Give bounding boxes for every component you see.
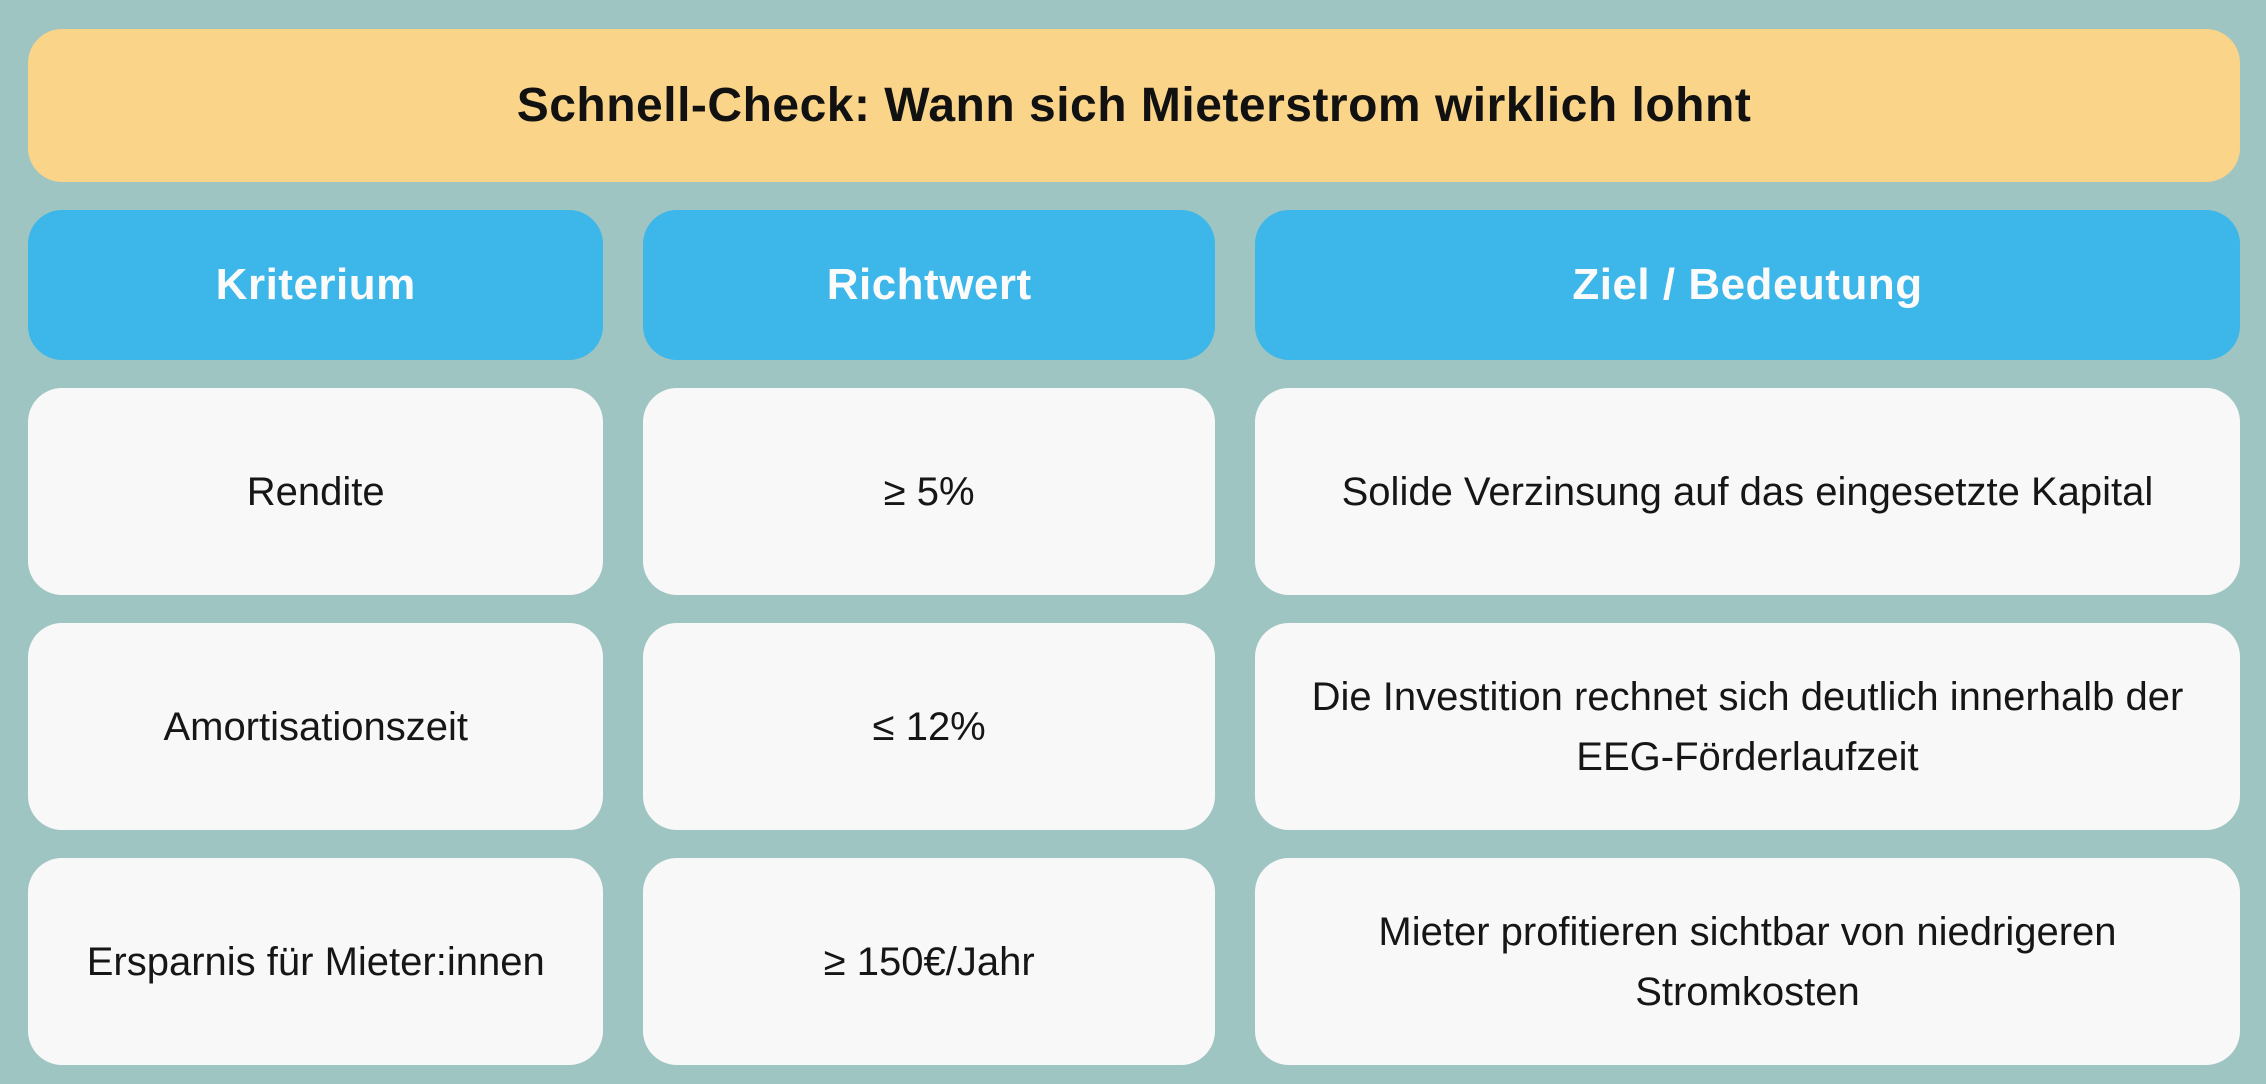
cell-text: Ersparnis für Mieter:innen	[86, 939, 545, 984]
column-header-label: Kriterium	[215, 260, 416, 309]
table-cell-amortisationszeit: Amortisationszeit	[28, 623, 604, 830]
table-cell-ersparnis-richtwert: ≥ 150€/Jahr	[643, 858, 1215, 1065]
cell-text: Mieter profitieren sichtbar von niedrige…	[1378, 909, 2117, 1014]
table-cell-rendite-ziel: Solide Verzinsung auf das eingesetzte Ka…	[1254, 388, 2240, 595]
table-cell-ersparnis: Ersparnis für Mieter:innen	[28, 858, 604, 1065]
column-header-label: Richtwert	[826, 260, 1032, 309]
column-header-ziel-bedeutung: Ziel / Bedeutung	[1254, 210, 2240, 360]
column-header-kriterium: Kriterium	[28, 210, 604, 360]
cell-text: ≤ 12%	[872, 704, 986, 749]
cell-text: Rendite	[246, 469, 385, 514]
table-cell-amortisationszeit-richtwert: ≤ 12%	[643, 623, 1215, 830]
title-banner: Schnell-Check: Wann sich Mieterstrom wir…	[28, 29, 2240, 182]
column-header-richtwert: Richtwert	[643, 210, 1215, 360]
cell-text: ≥ 150€/Jahr	[823, 939, 1035, 984]
cell-text: ≥ 5%	[883, 469, 975, 514]
cell-text: Solide Verzinsung auf das eingesetzte Ka…	[1341, 469, 2154, 514]
cell-text: Amortisationszeit	[163, 704, 468, 749]
column-header-label: Ziel / Bedeutung	[1572, 260, 1923, 309]
page-title: Schnell-Check: Wann sich Mieterstrom wir…	[516, 79, 1752, 132]
criteria-table: Kriterium Richtwert Ziel / Bedeutung Ren…	[28, 210, 2240, 1065]
table-cell-ersparnis-ziel: Mieter profitieren sichtbar von niedrige…	[1254, 858, 2240, 1065]
table-cell-amortisationszeit-ziel: Die Investition rechnet sich deutlich in…	[1254, 623, 2240, 830]
table-cell-rendite-richtwert: ≥ 5%	[643, 388, 1215, 595]
cell-text: Die Investition rechnet sich deutlich in…	[1311, 674, 2184, 779]
table-cell-rendite: Rendite	[28, 388, 604, 595]
